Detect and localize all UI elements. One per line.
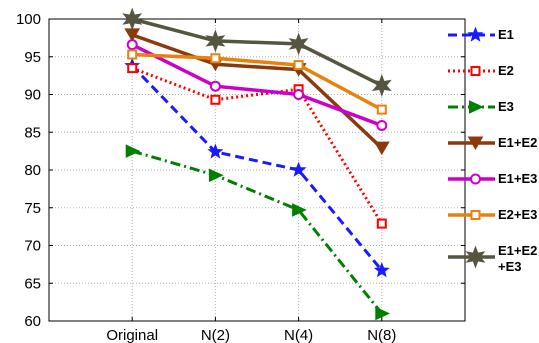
series-e1-plus-e3	[126, 39, 388, 131]
legend-item: E3	[448, 99, 514, 114]
y-tick-label: 80	[24, 162, 41, 179]
legend-label: E2+E3	[498, 207, 537, 222]
legend-marker	[467, 136, 484, 150]
legend-item: E1	[448, 26, 514, 42]
y-tick-label: 95	[24, 49, 41, 66]
y-tick-label: 70	[24, 238, 41, 255]
y-tick-label: 100	[16, 11, 41, 28]
legend-label: E1+E2	[498, 243, 537, 258]
data-point-marker	[207, 143, 224, 159]
legend-marker	[470, 210, 481, 220]
series-line	[131, 149, 383, 315]
data-point-marker	[127, 63, 138, 74]
data-point-marker	[126, 39, 138, 51]
legend-marker	[469, 100, 484, 114]
data-point-marker	[209, 80, 221, 92]
x-tick-label: N(8)	[367, 327, 396, 343]
data-point-marker	[371, 73, 392, 97]
data-point-marker	[290, 161, 307, 177]
legend-marker	[465, 245, 486, 269]
x-tick-label: N(4)	[284, 327, 313, 343]
x-tick-label: Original	[106, 327, 158, 343]
data-point-marker	[293, 89, 305, 100]
legend-label: E2	[498, 63, 514, 78]
series-lines	[122, 7, 392, 321]
data-point-marker	[122, 7, 143, 31]
legend-label: E1+E2	[498, 135, 537, 150]
data-point-marker	[210, 94, 221, 105]
data-point-marker	[205, 29, 226, 53]
y-tick-label: 85	[24, 124, 41, 141]
data-point-marker	[125, 144, 141, 158]
y-tick-label: 60	[24, 313, 41, 330]
series-line	[131, 66, 384, 225]
series-e1-plus-e2-plus-e3	[122, 7, 392, 97]
data-point-marker	[288, 32, 309, 56]
legend-label: E1+E3	[498, 171, 537, 186]
data-point-marker	[210, 53, 221, 64]
legend-item: E1+E3	[448, 171, 537, 186]
x-tick-label: N(2)	[201, 327, 230, 343]
legend-item: E2	[448, 63, 514, 78]
series-line	[131, 43, 383, 128]
series-e2-plus-e3	[127, 49, 387, 115]
legend-marker	[470, 66, 481, 76]
legend-item: E2+E3	[448, 207, 537, 222]
data-point-marker	[376, 119, 388, 131]
y-tick-label: 90	[24, 87, 41, 104]
legend-item: E1+E2+E3	[448, 243, 537, 274]
series-line	[131, 64, 383, 272]
legend-label: E3	[498, 99, 514, 114]
data-point-marker	[208, 168, 224, 183]
legend-marker	[470, 173, 481, 185]
data-point-marker	[292, 203, 307, 217]
data-point-marker	[376, 104, 387, 115]
data-point-marker	[376, 218, 387, 229]
data-point-marker	[373, 262, 390, 278]
legend-item: E1+E2	[448, 135, 537, 150]
legend-label: +E3	[498, 259, 522, 274]
data-point-marker	[373, 141, 390, 156]
data-point-marker	[127, 49, 138, 60]
axes: 60 65 70 75 80 85 90 95 100 Original N(2) N(4) N(8)	[16, 11, 466, 343]
series-line	[132, 52, 383, 112]
series-line	[131, 17, 383, 88]
data-point-marker	[293, 60, 304, 71]
data-point-marker	[375, 306, 390, 321]
legend-label: E1	[498, 27, 514, 42]
legend-marker	[467, 26, 484, 42]
y-tick-label: 65	[24, 275, 41, 292]
y-tick-label: 75	[24, 200, 41, 217]
series-e3	[125, 144, 390, 321]
